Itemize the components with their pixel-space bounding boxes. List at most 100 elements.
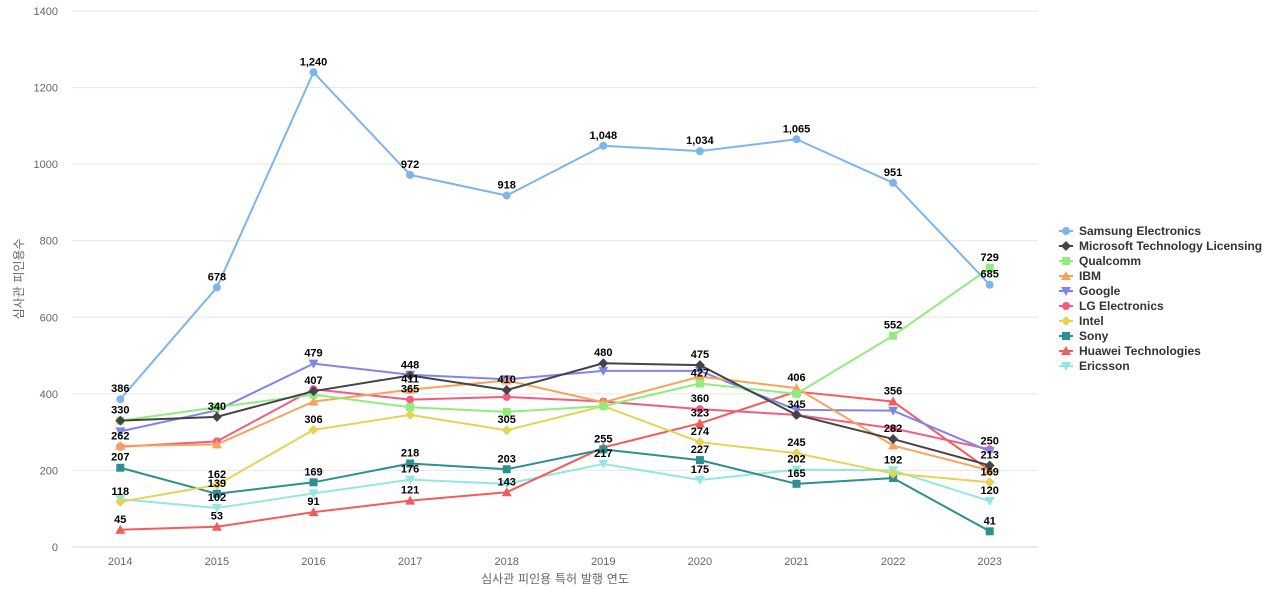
data-label: 479 (304, 348, 322, 360)
data-point (309, 478, 318, 487)
data-label: 410 (498, 374, 516, 386)
data-label: 217 (594, 448, 612, 460)
series-line (120, 267, 991, 422)
data-point (502, 407, 511, 416)
data-point (405, 370, 416, 381)
x-tick-label: 2019 (591, 556, 615, 568)
gridlines (72, 10, 1038, 471)
data-point (792, 135, 801, 144)
data-point (985, 527, 994, 536)
legend-label: LG Electronics (1079, 299, 1164, 313)
legend-item[interactable]: Intel (1059, 314, 1104, 328)
data-point (116, 395, 125, 404)
data-point (695, 456, 704, 465)
legend-item[interactable]: IBM (1059, 269, 1101, 283)
data-point (792, 389, 801, 398)
legend-marker (1062, 257, 1070, 265)
data-label: 365 (401, 384, 419, 396)
legend-label: Ericsson (1079, 359, 1130, 373)
data-point (211, 439, 222, 449)
legend-marker (1061, 316, 1071, 326)
data-label: 102 (208, 492, 226, 504)
data-point (888, 406, 899, 416)
data-label: 552 (884, 320, 902, 332)
data-point (984, 447, 995, 457)
data-point (985, 263, 994, 272)
data-label: 169 (304, 466, 322, 478)
series-ericsson (115, 459, 995, 513)
data-point (695, 379, 704, 388)
data-label: 169 (981, 466, 999, 478)
data-label: 213 (981, 449, 999, 461)
data-label: 1,065 (783, 123, 811, 135)
legend-item[interactable]: Google (1059, 284, 1121, 298)
data-label: 480 (594, 347, 612, 359)
data-label: 1,240 (300, 56, 328, 68)
series-sony (116, 445, 994, 536)
data-point (308, 424, 319, 435)
data-label: 407 (304, 375, 322, 387)
legend-item[interactable]: Ericsson (1059, 359, 1130, 373)
data-point (599, 402, 608, 411)
legend-marker (1061, 241, 1071, 251)
x-axis-title: 심사관 피인용 특허 발행 연도 (481, 571, 629, 586)
legend-marker (1062, 227, 1070, 235)
legend-item[interactable]: Huawei Technologies (1059, 344, 1201, 358)
legend-item[interactable]: Sony (1059, 329, 1109, 343)
legend-item[interactable]: LG Electronics (1059, 299, 1164, 313)
data-point (598, 366, 609, 376)
data-label: 139 (208, 478, 226, 490)
series-line (120, 462, 991, 509)
y-tick-label: 0 (52, 542, 58, 554)
data-point (791, 448, 802, 459)
data-point (792, 479, 801, 488)
data-label: 1,048 (590, 130, 618, 142)
legend-label: Qualcomm (1079, 254, 1141, 268)
legend-item[interactable]: Microsoft Technology Licensing (1059, 239, 1262, 253)
data-point (985, 280, 994, 289)
data-label: 356 (884, 386, 902, 398)
data-label: 475 (691, 349, 709, 361)
data-point (598, 358, 609, 369)
data-point (115, 524, 126, 534)
data-point (211, 411, 222, 422)
data-point (308, 386, 319, 397)
series-line (119, 71, 991, 400)
data-point (889, 424, 898, 433)
y-axis-title: 심사관 피인용수 (12, 238, 26, 319)
y-tick-label: 400 (40, 389, 58, 401)
data-label: 678 (208, 271, 226, 283)
data-label: 305 (498, 414, 516, 426)
x-tick-label: 2020 (688, 556, 712, 568)
series-line (120, 405, 990, 503)
data-point (308, 507, 319, 517)
series-line (120, 448, 991, 533)
y-tick-label: 1200 (34, 83, 58, 95)
data-label: 120 (981, 485, 999, 497)
data-point (694, 371, 705, 381)
data-point (502, 191, 511, 200)
data-label: 255 (594, 433, 612, 445)
x-tick-label: 2018 (494, 556, 518, 568)
data-label: 250 (981, 435, 999, 447)
data-point (694, 476, 705, 485)
data-point (406, 395, 415, 404)
series-huawei-technologies (115, 386, 995, 534)
data-label: 427 (691, 368, 709, 380)
legend-item[interactable]: Samsung Electronics (1059, 224, 1201, 238)
data-point (984, 477, 995, 488)
data-point (695, 147, 704, 156)
data-label: 323 (691, 407, 709, 419)
data-point (211, 521, 222, 531)
data-label: 192 (884, 454, 902, 466)
data-label: 282 (884, 423, 902, 435)
data-point (211, 479, 222, 490)
data-label: 143 (498, 476, 516, 488)
data-label: 951 (884, 167, 902, 179)
legend-item[interactable]: Qualcomm (1059, 254, 1141, 268)
data-point (599, 445, 608, 454)
data-point (308, 359, 319, 369)
data-label: 41 (984, 515, 996, 527)
